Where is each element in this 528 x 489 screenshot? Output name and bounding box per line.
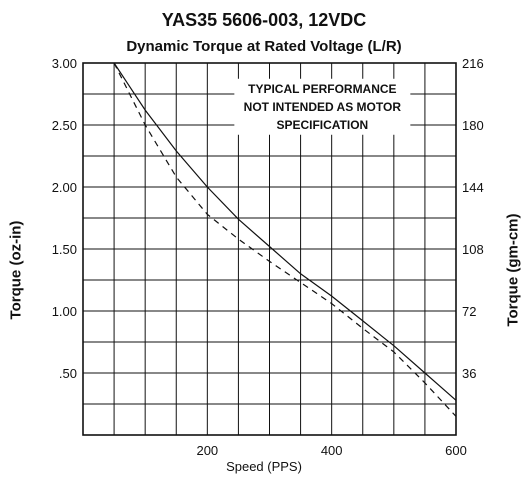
- y-tick-label-right: 108: [462, 242, 484, 257]
- y-tick-label-right: 144: [462, 180, 484, 195]
- plot-frame: [82, 62, 457, 436]
- y-tick-label-left: .50: [59, 366, 77, 381]
- series-line-solid: [113, 62, 457, 401]
- y-tick-label-left: 2.00: [52, 180, 77, 195]
- y-tick-label-right: 216: [462, 56, 484, 71]
- chart-subtitle: Dynamic Torque at Rated Voltage (L/R): [126, 38, 402, 55]
- y-tick-label-left: 1.50: [52, 242, 77, 257]
- chart-title: YAS35 5606-003, 12VDC: [161, 10, 367, 30]
- series-line-dashed: [113, 62, 457, 417]
- y-tick-label-left: 2.50: [52, 118, 77, 133]
- x-tick-label: 400: [321, 443, 343, 458]
- y-tick-label-left: 1.00: [52, 304, 77, 319]
- annotation-line: TYPICAL PERFORMANCE: [248, 82, 396, 96]
- x-tick-label: 600: [445, 443, 467, 458]
- annotation-background: [234, 78, 411, 135]
- y-tick-label-right: 36: [462, 366, 476, 381]
- x-axis-label: Speed (PPS): [226, 459, 302, 474]
- y-tick-label-right: 180: [462, 118, 484, 133]
- annotation-line: SPECIFICATION: [276, 118, 368, 132]
- annotation-line: NOT INTENDED AS MOTOR: [244, 100, 402, 114]
- y-tick-label-left: 3.00: [52, 56, 77, 71]
- y-tick-label-right: 72: [462, 304, 476, 319]
- x-tick-label: 200: [196, 443, 218, 458]
